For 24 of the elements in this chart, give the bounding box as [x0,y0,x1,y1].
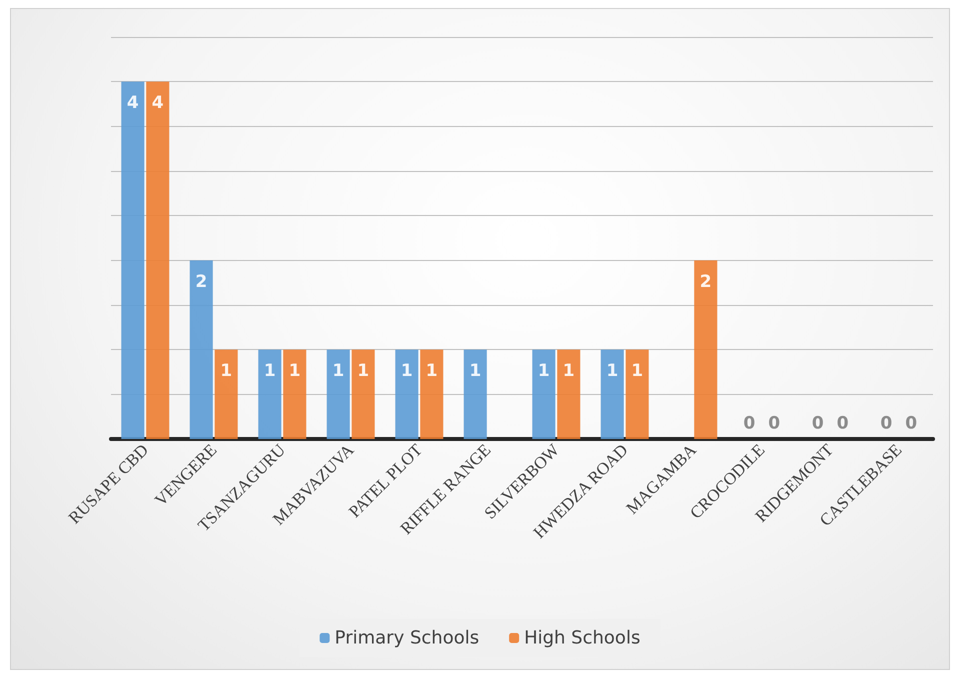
data-label: 1 [562,361,575,382]
data-label: 0 [768,414,780,434]
data-label: 0 [812,414,824,434]
data-label: 1 [400,361,413,382]
data-label: 1 [606,361,618,382]
data-label: 0 [880,414,892,434]
data-label: 1 [220,361,232,382]
data-label: 4 [126,93,139,114]
data-label: 0 [836,414,849,434]
data-label: 1 [631,361,644,382]
data-label: 1 [332,361,344,382]
data-label: 2 [195,272,208,292]
data-label: 1 [538,361,550,382]
data-label: 1 [288,361,301,382]
data-label: 1 [264,361,276,382]
legend-label: Primary Schools [334,628,480,648]
data-label: 0 [743,414,756,434]
data-label: 1 [426,361,438,382]
data-label: 4 [152,93,164,114]
data-label: 1 [357,361,370,382]
data-label: 2 [700,272,712,292]
legend-label: High Schools [524,628,640,648]
data-label: 0 [905,414,918,434]
data-label: 1 [469,361,482,382]
